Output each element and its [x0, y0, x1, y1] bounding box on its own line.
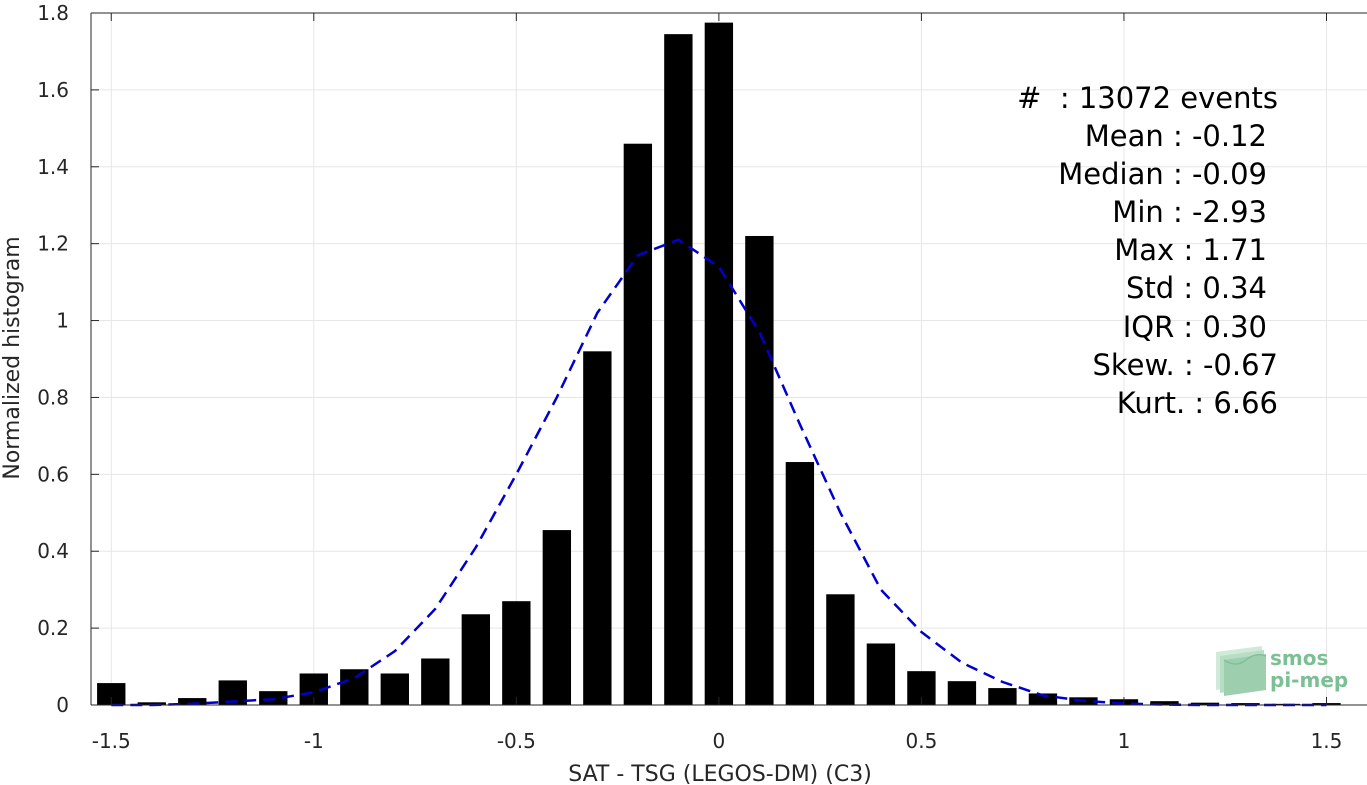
histogram-bars [97, 22, 1341, 706]
smos-pimep-logo: smos pi-mep [1216, 646, 1348, 696]
y-tick-label: 0 [56, 693, 69, 717]
x-axis-label: SAT - TSG (LEGOS-DM) (C3) [568, 762, 872, 785]
x-tick-label: -1.5 [92, 729, 131, 753]
histogram-bar [97, 683, 126, 705]
histogram-bar [178, 698, 207, 705]
histogram-bar [421, 658, 450, 705]
histogram-bar [866, 643, 896, 705]
y-tick-label: 0.8 [37, 385, 69, 409]
x-tick-label: 1.5 [1311, 729, 1343, 753]
x-tick-label: -1 [304, 729, 324, 753]
y-tick-label: 1.6 [37, 78, 69, 102]
histogram-bar [623, 143, 653, 705]
histogram-bar [704, 22, 734, 706]
y-tick-label: 0.2 [37, 616, 69, 640]
y-tick-label: 1.2 [37, 232, 69, 256]
logo-line1: smos [1270, 646, 1328, 670]
x-tick-label: 0 [713, 729, 726, 753]
y-axis-ticks: 0 0.2 0.4 0.6 0.8 1 1.2 1.4 1.6 1.8 [37, 1, 99, 717]
y-tick-label: 0.6 [37, 462, 69, 486]
histogram-bar [340, 669, 369, 705]
stat-kurt: Kurt. : 6.66 [1117, 386, 1278, 420]
x-axis-ticks: -1.5 -1 -0.5 0 0.5 1 1.5 [92, 13, 1343, 753]
histogram-bar [1190, 702, 1220, 705]
y-axis-label: Normalized histogram [0, 236, 25, 479]
stats-box: # : 13072 events Mean : -0.12 Median : -… [1017, 81, 1278, 420]
stat-mean: Mean : -0.12 [1085, 119, 1267, 153]
wave-stack-icon [1216, 646, 1267, 696]
stat-min: Min : -2.93 [1112, 195, 1267, 229]
logo-line2: pi-mep [1270, 668, 1348, 692]
histogram-bar [461, 614, 491, 705]
stat-iqr: IQR : 0.30 [1123, 310, 1267, 344]
axes-frame [90, 12, 1367, 706]
stat-max: Max : 1.71 [1114, 233, 1267, 267]
histogram-bar [664, 34, 693, 705]
histogram-bar [542, 530, 572, 705]
stat-skew: Skew. : -0.67 [1092, 348, 1278, 382]
histogram-bar [988, 688, 1017, 705]
stat-median: Median : -0.09 [1058, 157, 1267, 191]
y-tick-label: 0.4 [37, 539, 69, 563]
histogram-bar [785, 462, 815, 705]
histogram-bar [1028, 693, 1058, 705]
histogram-bar [380, 673, 409, 705]
histogram-bar [137, 702, 166, 705]
stat-count: # : 13072 events [1017, 81, 1278, 115]
y-tick-label: 1.8 [37, 1, 69, 25]
histogram-bar [502, 601, 531, 705]
stat-std: Std : 0.34 [1126, 271, 1267, 305]
y-tick-label: 1 [56, 309, 69, 333]
histogram-bar [583, 351, 612, 705]
x-tick-label: 1 [1118, 729, 1131, 753]
x-tick-label: 0.5 [906, 729, 938, 753]
histogram-bar [947, 681, 977, 705]
histogram-bar [826, 594, 855, 705]
y-tick-label: 1.4 [37, 155, 69, 179]
x-tick-label: -0.5 [497, 729, 536, 753]
histogram-bar [1150, 701, 1179, 705]
histogram-bar [745, 235, 774, 705]
